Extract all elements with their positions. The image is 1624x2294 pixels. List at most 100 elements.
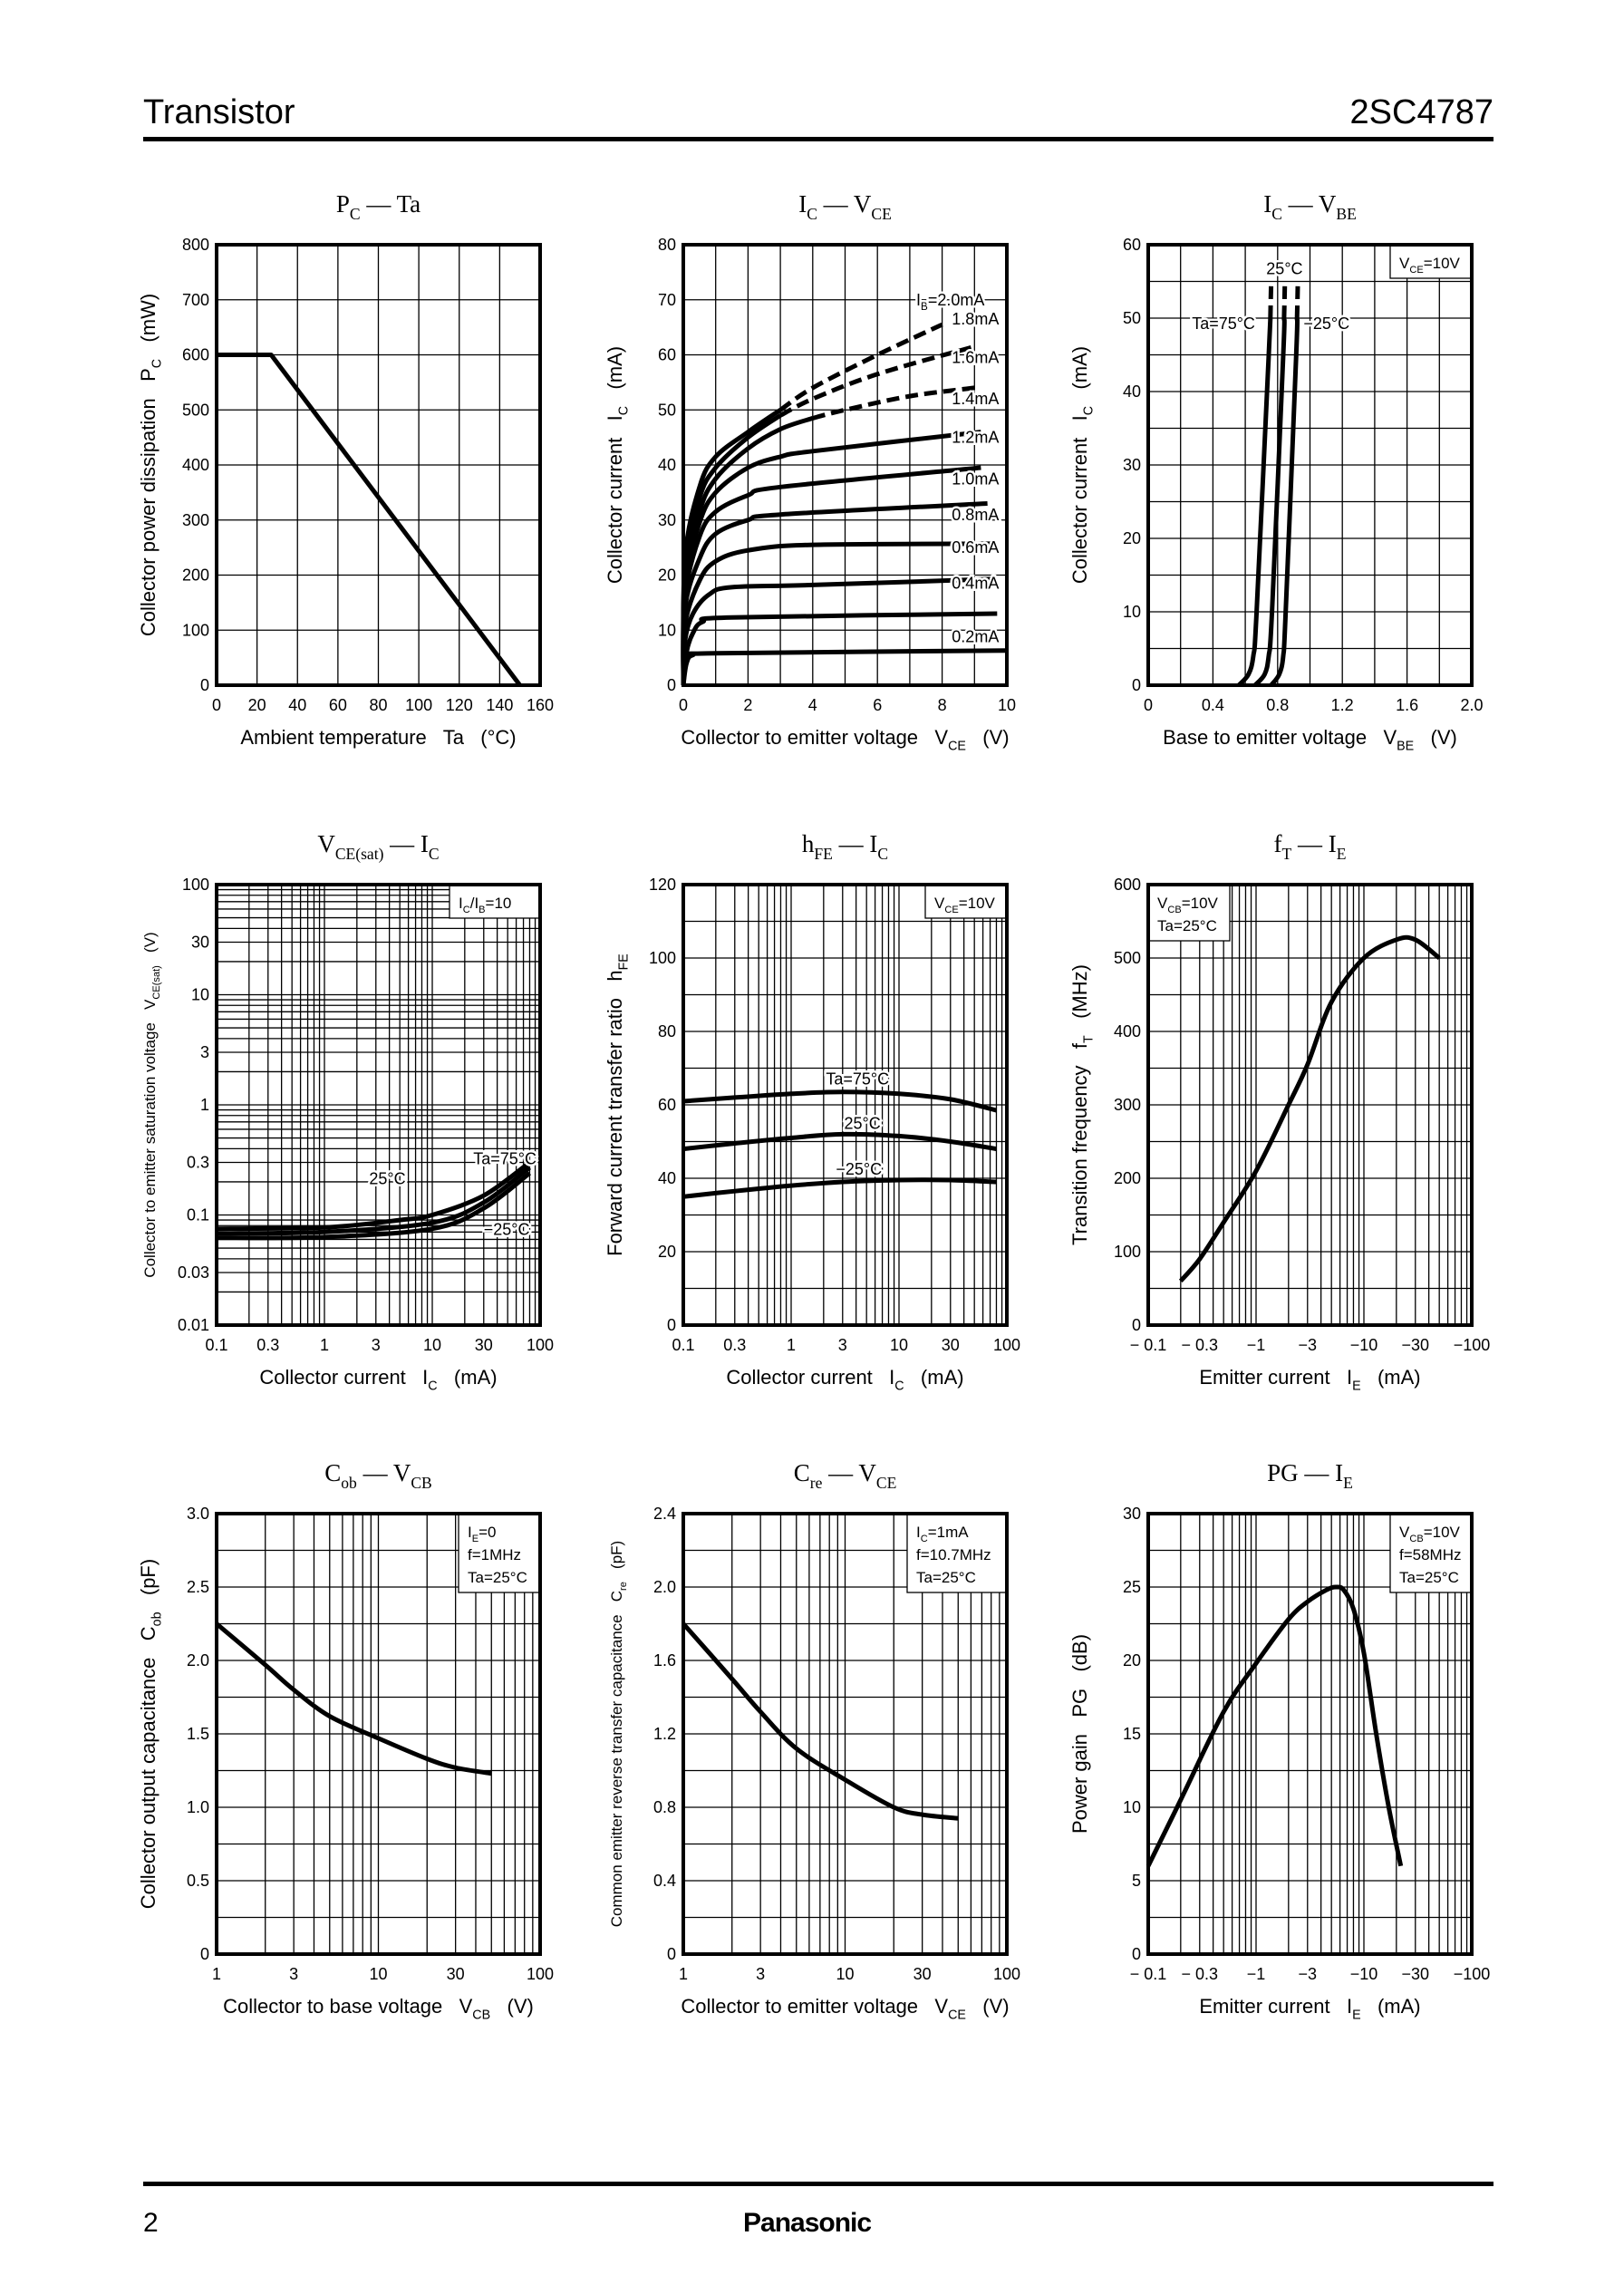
series-label: 1.0mA xyxy=(952,469,999,488)
series-label: 0.6mA xyxy=(952,538,999,557)
condition-text: f=10.7MHz xyxy=(916,1546,991,1563)
y-tick-label: 20 xyxy=(1123,1651,1141,1670)
y-tick-label: 10 xyxy=(1123,603,1141,621)
y-tick-label: 400 xyxy=(1114,1022,1141,1041)
x-tick-label: 80 xyxy=(369,696,387,714)
x-tick-label: 160 xyxy=(527,696,554,714)
y-tick-label: 10 xyxy=(1123,1798,1141,1816)
y-tick-label: 200 xyxy=(1114,1169,1141,1187)
y-axis-label: Transition frequency fT​ (MHz) xyxy=(1068,964,1097,1245)
y-axis-label: Collector to emitter saturation voltage … xyxy=(141,932,162,1277)
series-solid xyxy=(682,1131,997,1152)
x-tick-label: 30 xyxy=(942,1336,960,1354)
y-tick-label: 20 xyxy=(1123,529,1141,547)
x-tick-label: 100 xyxy=(527,1965,554,1983)
x-tick-label: 10 xyxy=(998,696,1016,714)
y-tick-label: 0.8 xyxy=(653,1798,676,1816)
condition-text: IC​/IB​=10 xyxy=(459,895,511,915)
y-tick-label: 600 xyxy=(1114,876,1141,894)
chart-title: PG — IE​ xyxy=(1267,1459,1353,1492)
x-tick-label: 30 xyxy=(475,1336,493,1354)
series-line xyxy=(215,1621,492,1776)
x-tick-label: 0.1 xyxy=(205,1336,227,1354)
y-tick-label: 0 xyxy=(1132,1316,1141,1334)
y-axis-label: Power gain PG (dB) xyxy=(1068,1634,1091,1834)
condition-text: f=58MHz xyxy=(1399,1546,1462,1563)
y-tick-label: 0 xyxy=(667,1316,676,1334)
conditions-box: VCB​=10V f=58MHz Ta=25°C xyxy=(1389,1513,1473,1593)
y-tick-label: 2.5 xyxy=(187,1578,209,1596)
x-tick-label: 0.8 xyxy=(1266,696,1289,714)
x-tick-label: −100 xyxy=(1454,1336,1491,1354)
footer-rule xyxy=(143,2182,1494,2186)
y-tick-label: 40 xyxy=(658,1169,676,1187)
x-tick-label: 0.1 xyxy=(672,1336,694,1354)
x-tick-label: − 0.1 xyxy=(1130,1965,1167,1983)
chart-title: IC​ — VBE​ xyxy=(1263,190,1357,223)
y-tick-label: 80 xyxy=(658,1022,676,1041)
series-line: 25°C xyxy=(1252,257,1305,687)
series-line: 25°C xyxy=(682,1112,997,1152)
document-category: Transistor xyxy=(143,93,295,131)
x-axis-label: Collector current IC​ (mA) xyxy=(259,1366,497,1394)
series-label: 1.8mA xyxy=(952,310,999,328)
x-tick-label: − 0.1 xyxy=(1130,1336,1167,1354)
y-tick-label: 0.1 xyxy=(187,1206,209,1224)
x-tick-label: 10 xyxy=(423,1336,441,1354)
series-label: 0.4mA xyxy=(952,575,999,593)
x-axis-label: Emitter current IE​ (mA) xyxy=(1199,1366,1420,1394)
y-tick-label: 0.3 xyxy=(187,1154,209,1172)
y-tick-label: 15 xyxy=(1123,1725,1141,1743)
y-tick-label: 100 xyxy=(182,621,209,639)
x-tick-label: 1 xyxy=(212,1965,221,1983)
condition-text: VCB​=10V xyxy=(1157,895,1219,915)
series-label: 1.6mA xyxy=(952,349,999,367)
x-axis-label: Base to emitter voltage VBE​ (V) xyxy=(1163,726,1457,754)
condition-text: IE​=0 xyxy=(468,1524,497,1544)
x-tick-label: 0 xyxy=(1144,696,1153,714)
y-tick-label: 1 xyxy=(200,1096,209,1114)
series-line: 25°C xyxy=(216,1166,532,1236)
series-solid xyxy=(216,1166,532,1236)
x-tick-label: 3 xyxy=(289,1965,298,1983)
y-axis-label: Common emitter reverse transfer capacita… xyxy=(608,1541,629,1927)
series-label: 25°C xyxy=(369,1170,405,1188)
plot-frame xyxy=(1146,883,1474,1327)
series-line xyxy=(682,1621,959,1821)
plot-frame xyxy=(215,1512,542,1956)
y-tick-label: 100 xyxy=(649,949,676,967)
series-label: 1.2mA xyxy=(952,429,999,447)
chart-panel: PC​ — Ta 0 20 40 60 80 100 120 140 160 0 100 200 300 4… xyxy=(137,190,554,749)
y-tick-label: 50 xyxy=(1123,309,1141,327)
chart-title: PC​ — Ta xyxy=(336,190,420,223)
y-axis-label: Forward current transfer ratio hFE​ xyxy=(604,953,632,1256)
conditions-box: VCE​=10V xyxy=(924,884,1008,919)
grid xyxy=(682,884,1008,1326)
x-tick-label: 100 xyxy=(527,1336,554,1354)
x-tick-label: 10 xyxy=(836,1965,854,1983)
series-line: 1.0mA xyxy=(681,468,1001,686)
x-axis-label: Collector to base voltage VCB​ (V) xyxy=(223,1995,534,2023)
series-label: 1.4mA xyxy=(952,390,999,408)
plot-frame xyxy=(1146,1512,1474,1956)
part-number: 2SC4787 xyxy=(1349,93,1494,131)
x-tick-label: 4 xyxy=(808,696,817,714)
x-tick-label: 0.3 xyxy=(256,1336,279,1354)
series-label: 25°C xyxy=(844,1114,880,1132)
x-tick-label: −30 xyxy=(1402,1965,1430,1983)
y-tick-label: 500 xyxy=(1114,949,1141,967)
x-tick-label: −1 xyxy=(1247,1965,1266,1983)
series-line: 0.8mA xyxy=(681,503,1001,686)
x-tick-label: 1 xyxy=(679,1965,688,1983)
chart-title: hFE​ — IC​ xyxy=(802,830,888,863)
header-rule xyxy=(143,137,1494,141)
series-label: −25°C xyxy=(484,1220,530,1238)
series-dashed xyxy=(1281,281,1288,319)
plot-frame xyxy=(215,243,542,687)
y-tick-label: 0 xyxy=(200,1945,209,1963)
x-tick-label: 3 xyxy=(838,1336,847,1354)
series-path xyxy=(1146,1584,1404,1867)
y-tick-label: 30 xyxy=(1123,1505,1141,1523)
conditions-box: IC​=1mA f=10.7MHz Ta=25°C xyxy=(906,1513,1008,1593)
